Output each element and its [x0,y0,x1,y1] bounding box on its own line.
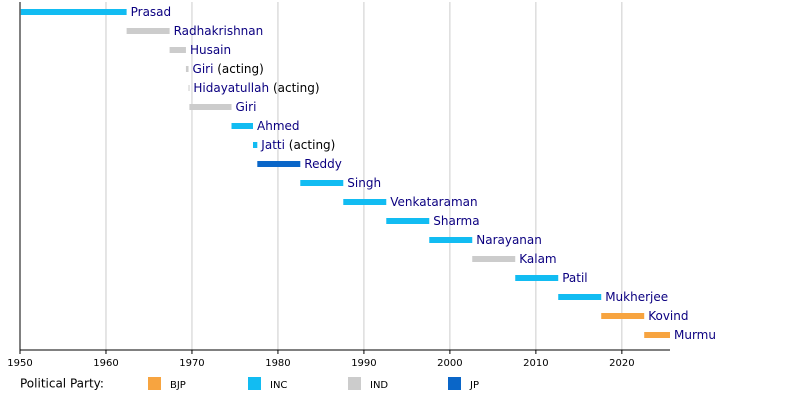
legend-swatch [148,377,161,390]
bar-label: Venkataraman [390,195,477,209]
bar-label: Prasad [131,5,172,19]
legend-swatch [248,377,261,390]
bar [601,313,645,319]
legend-label: BJP [170,380,186,391]
bar [188,85,190,91]
bar-label: Hidayatullah (acting) [193,81,319,95]
name: Patil [562,271,587,285]
bar-label: Kalam [519,252,556,266]
bar [231,123,254,129]
name: Giri [236,100,257,114]
bar-label: Patil [562,271,587,285]
x-tick-label: 1950 [7,358,32,369]
bar-label: Singh [347,176,381,190]
bar-label: Murmu [674,328,716,342]
x-tick-label: 1960 [93,358,118,369]
bar [189,104,232,110]
legend-label: INC [270,380,287,391]
bar [300,180,344,186]
name: Giri [193,62,214,76]
x-tick-label: 1980 [265,358,290,369]
note: (acting) [289,138,336,152]
note: (acting) [273,81,320,95]
name: Murmu [674,328,716,342]
name: Husain [190,43,231,57]
bar [515,275,559,281]
name: Kalam [519,252,556,266]
bar [169,47,186,53]
bar [20,9,127,15]
bar [558,294,602,300]
bar [257,161,301,167]
bar [644,332,670,338]
legend-swatch [448,377,461,390]
bar-label: Husain [190,43,231,57]
bar [429,237,473,243]
bar-label: Giri (acting) [193,62,264,76]
name: Kovind [648,309,688,323]
name: Prasad [131,5,172,19]
bar-label: Giri [236,100,257,114]
x-tick-label: 1970 [179,358,204,369]
bar-label: Kovind [648,309,688,323]
bar-label: Mukherjee [605,290,668,304]
legend-label: IND [370,380,388,391]
name: Ahmed [257,119,300,133]
name: Narayanan [476,233,542,247]
x-tick-label: 2000 [437,358,462,369]
x-tick-label: 2020 [609,358,634,369]
name: Hidayatullah [193,81,269,95]
name: Mukherjee [605,290,668,304]
bar [126,28,170,34]
bar [185,66,189,72]
bar [253,142,258,148]
name: Jatti [260,138,285,152]
legend-title: Political Party: [20,377,104,391]
x-tick-label: 2010 [523,358,548,369]
legend-swatch [348,377,361,390]
x-tick-label: 1990 [351,358,376,369]
bar [386,218,430,224]
bar-label: Sharma [433,214,479,228]
bar-label: Ahmed [257,119,300,133]
name: Singh [347,176,381,190]
name: Venkataraman [390,195,477,209]
note: (acting) [217,62,264,76]
name: Reddy [304,157,342,171]
bar-label: Narayanan [476,233,542,247]
name: Radhakrishnan [174,24,264,38]
bar [343,199,387,205]
bar-label: Radhakrishnan [174,24,264,38]
name: Sharma [433,214,479,228]
bar-label: Reddy [304,157,342,171]
bar-label: Jatti (acting) [260,138,335,152]
bar [472,256,516,262]
legend-label: JP [469,380,479,391]
